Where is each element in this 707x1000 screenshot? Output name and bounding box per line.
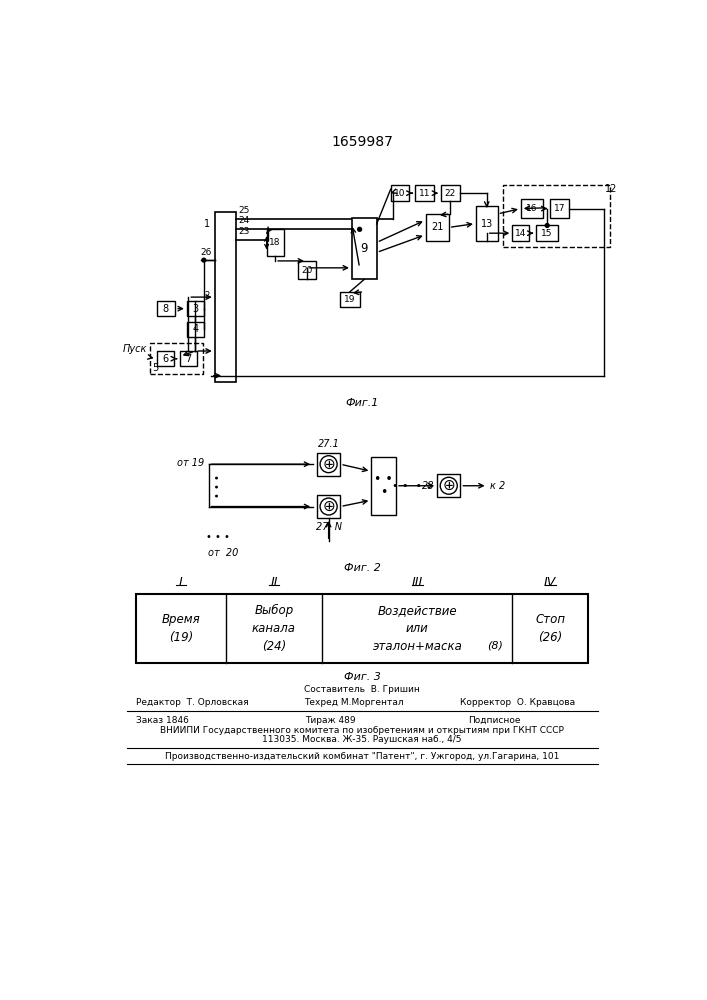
Text: Выбор
канала
(24): Выбор канала (24): [252, 604, 296, 653]
Text: от 19: от 19: [177, 458, 204, 468]
Text: 23: 23: [239, 227, 250, 236]
Text: 21: 21: [431, 222, 443, 232]
Text: Составитель  В. Гришин: Составитель В. Гришин: [304, 685, 420, 694]
Text: Производственно-издательский комбинат "Патент", г. Ужгород, ул.Гагарина, 101: Производственно-издательский комбинат "П…: [165, 752, 559, 761]
Bar: [352, 218, 377, 279]
Text: 1: 1: [204, 219, 210, 229]
Text: 11: 11: [419, 189, 431, 198]
Bar: [156, 351, 174, 366]
Circle shape: [358, 227, 361, 231]
Text: 2: 2: [204, 291, 210, 300]
Bar: [426, 214, 449, 241]
Text: 16: 16: [526, 204, 537, 213]
Text: 18: 18: [269, 238, 281, 247]
Text: ВНИИПИ Государственного комитета по изобретениям и открытиям при ГКНТ СССР: ВНИИПИ Государственного комитета по изоб…: [160, 726, 564, 735]
Text: Время
(19): Время (19): [162, 613, 200, 644]
Bar: [267, 229, 284, 256]
Text: • • •: • • •: [206, 532, 230, 542]
Text: Стоп
(26): Стоп (26): [535, 613, 566, 644]
Text: • • •: • • •: [213, 474, 223, 498]
Text: 4: 4: [192, 324, 199, 334]
Bar: [503, 185, 610, 247]
Text: Пуск: Пуск: [123, 344, 147, 354]
Text: 15: 15: [542, 229, 553, 238]
Bar: [180, 351, 197, 366]
Text: 24: 24: [239, 216, 250, 225]
Text: II: II: [270, 576, 278, 588]
Text: 25: 25: [239, 206, 250, 215]
Circle shape: [545, 224, 549, 227]
Text: Заказ 1846: Заказ 1846: [136, 716, 189, 725]
Bar: [298, 261, 316, 279]
Text: 17: 17: [554, 204, 566, 213]
Text: IV: IV: [544, 576, 556, 588]
Text: $\oplus$: $\oplus$: [442, 478, 455, 493]
Bar: [215, 212, 236, 382]
Bar: [521, 199, 542, 218]
Text: Воздействие
или
эталон+маска: Воздействие или эталон+маска: [373, 604, 462, 653]
Text: Фиг.1: Фиг.1: [345, 398, 379, 408]
Text: 3: 3: [192, 304, 199, 314]
Text: Тираж 489: Тираж 489: [305, 716, 356, 725]
Text: 113035. Москва. Ж-35. Раушская наб., 4/5: 113035. Москва. Ж-35. Раушская наб., 4/5: [262, 735, 462, 744]
Bar: [187, 301, 204, 316]
Bar: [187, 322, 204, 337]
Bar: [317, 453, 340, 476]
Text: 6: 6: [162, 354, 168, 364]
Text: 13: 13: [481, 219, 493, 229]
Bar: [371, 457, 396, 515]
Text: • •  •: • • •: [392, 481, 422, 491]
Text: 9: 9: [361, 242, 368, 255]
Bar: [550, 199, 569, 218]
Text: 22: 22: [445, 189, 456, 198]
Text: Фиг. 3: Фиг. 3: [344, 672, 380, 682]
Text: • •
•: • • •: [374, 473, 393, 499]
Bar: [151, 343, 203, 374]
Bar: [416, 185, 434, 201]
Bar: [537, 225, 558, 241]
Bar: [156, 301, 175, 316]
Text: 27.1: 27.1: [317, 439, 339, 449]
Text: 14: 14: [515, 229, 527, 238]
Text: $\oplus$: $\oplus$: [322, 457, 335, 472]
Text: Корректор  О. Кравцова: Корректор О. Кравцова: [460, 698, 575, 707]
Bar: [391, 185, 409, 201]
Bar: [317, 495, 340, 518]
Text: Фиг. 2: Фиг. 2: [344, 563, 380, 573]
Text: I: I: [179, 576, 183, 588]
Text: Редактор  Т. Орловская: Редактор Т. Орловская: [136, 698, 249, 707]
Text: 10: 10: [395, 189, 406, 198]
Bar: [476, 206, 498, 241]
Text: от  20: от 20: [209, 548, 239, 558]
Text: 27. N: 27. N: [315, 522, 341, 532]
Text: 19: 19: [344, 295, 356, 304]
Circle shape: [202, 258, 206, 262]
Text: 1659987: 1659987: [331, 135, 393, 149]
Text: (8): (8): [487, 641, 503, 651]
Text: 7: 7: [185, 354, 192, 364]
Text: 12: 12: [605, 184, 618, 194]
Text: 28: 28: [421, 481, 434, 491]
Text: Подписное: Подписное: [468, 716, 520, 725]
Bar: [340, 292, 360, 307]
Text: 5: 5: [152, 363, 158, 373]
Text: Техред М.Моргентал: Техред М.Моргентал: [304, 698, 404, 707]
Text: 26: 26: [200, 248, 211, 257]
Text: 20: 20: [301, 266, 312, 275]
Bar: [513, 225, 530, 241]
Text: 8: 8: [163, 304, 169, 314]
Text: III: III: [411, 576, 423, 588]
Text: к 2: к 2: [490, 481, 505, 491]
Bar: [437, 474, 460, 497]
Bar: [441, 185, 460, 201]
Bar: [136, 594, 588, 663]
Text: $\oplus$: $\oplus$: [322, 499, 335, 514]
